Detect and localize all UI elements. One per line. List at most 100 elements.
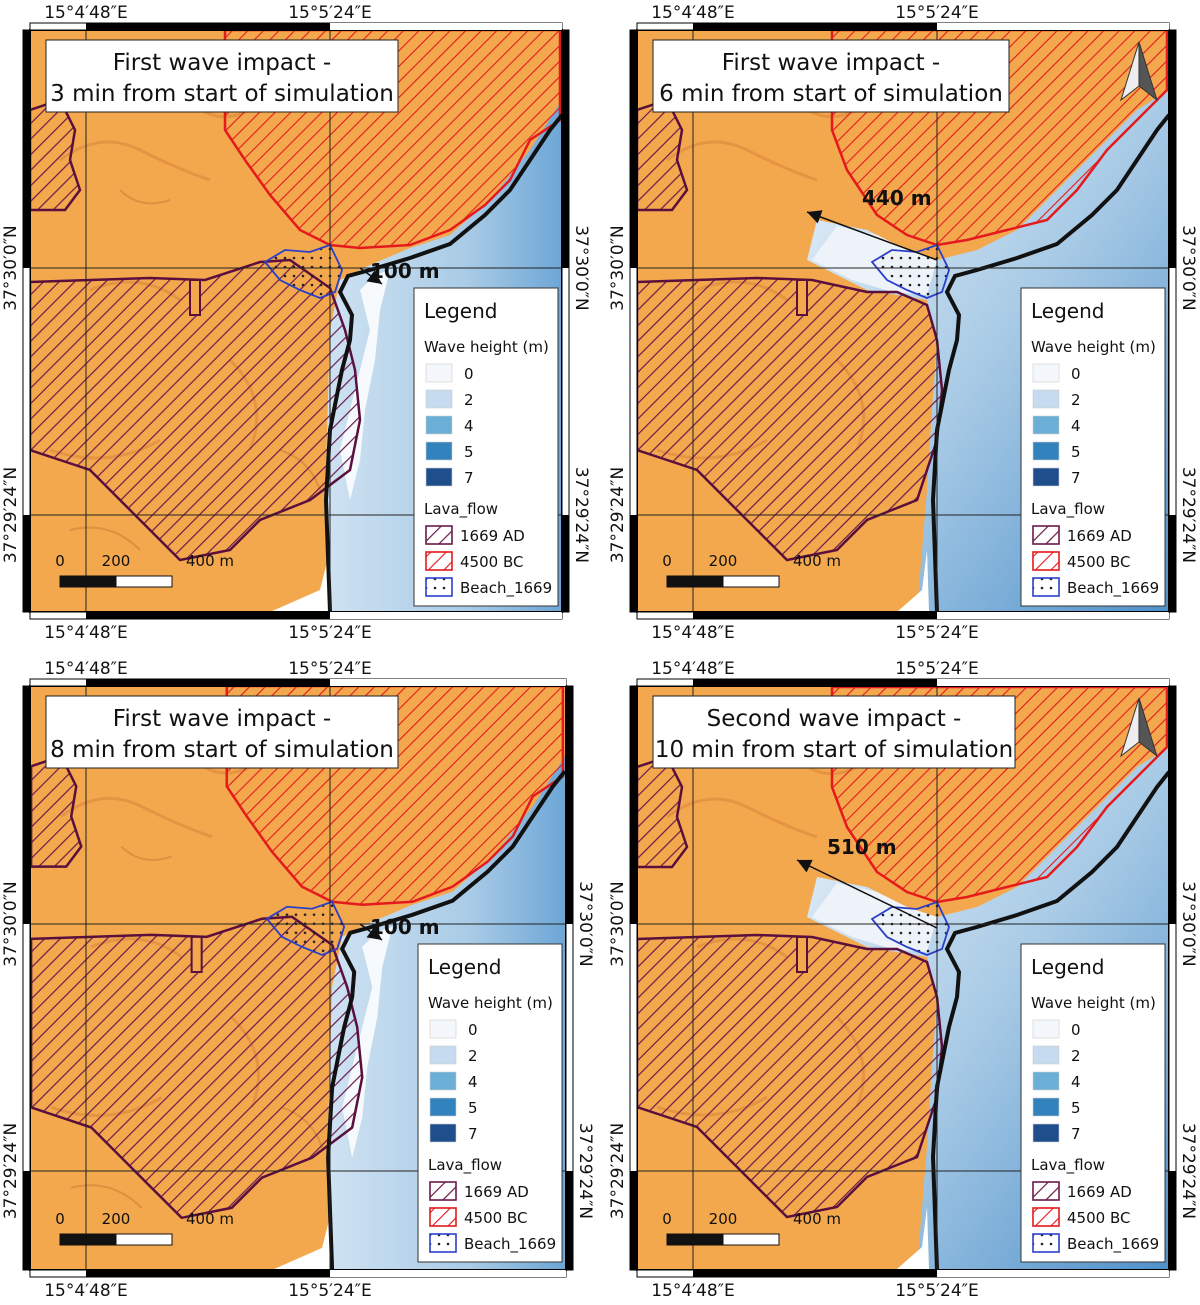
legend-wave-label: 7 <box>1071 469 1081 487</box>
legend-wave-heading: Wave height (m) <box>1031 994 1156 1012</box>
frame-bar-segment <box>330 1270 566 1277</box>
frame-bar-segment <box>693 612 937 619</box>
legend-wave-label: 7 <box>468 1125 478 1143</box>
legend-wave-swatch <box>1032 415 1060 435</box>
legend-lava-swatch <box>425 577 453 597</box>
legend-lava-label: Beach_1669 <box>460 579 552 598</box>
frame-bar-segment <box>330 23 562 30</box>
scale-label-200: 200 <box>102 552 131 570</box>
legend-wave-swatch <box>1032 1097 1060 1117</box>
legend-wave-label: 4 <box>1071 417 1081 435</box>
frame-bar-segment <box>630 686 637 924</box>
scale-label-200: 200 <box>709 552 738 570</box>
legend-lava-label: 1669 AD <box>1067 527 1132 545</box>
lat-label-left-lower: 37°29′24″N <box>1 1123 21 1219</box>
lon-label-bottom-left: 15°4′48″E <box>651 1281 735 1301</box>
lat-label-left-upper: 37°30′0″N <box>608 225 628 311</box>
lat-label-right-lower: 37°29′24″N <box>1178 467 1198 563</box>
lon-label-bottom-left: 15°4′48″E <box>44 1281 128 1301</box>
scale-label-400: 400 m <box>793 1210 841 1228</box>
runup-arrow-head <box>807 210 823 224</box>
scale-bar-light <box>115 575 173 588</box>
frame-bar-segment <box>1169 515 1176 612</box>
legend-lava-label: Beach_1669 <box>464 1235 556 1254</box>
title-box-background <box>45 39 399 113</box>
lat-label-right-lower: 37°29′24″N <box>1178 1123 1198 1219</box>
legend: Legend Wave height (m) 0 2 4 5 7 Lava_flow 1669 … <box>413 287 559 607</box>
scale-bar-light <box>722 1233 780 1246</box>
legend-lava-swatch <box>425 551 453 571</box>
lon-label-bottom-left: 15°4′48″E <box>44 623 128 643</box>
legend-wave-swatch <box>1032 389 1060 409</box>
legend-wave-swatch <box>1032 1045 1060 1065</box>
frame-bar-segment <box>630 515 637 612</box>
legend-wave-swatch <box>429 1123 457 1143</box>
legend-wave-label: 0 <box>464 365 474 383</box>
legend-title: Legend <box>424 299 497 323</box>
legend: Legend Wave height (m) 0 2 4 5 7 Lava_flow 1669 … <box>1020 943 1166 1263</box>
lat-label-right-upper: 37°30′0″N <box>1178 225 1198 311</box>
scale-bar-light <box>722 575 780 588</box>
frame-bar-segment <box>630 30 637 268</box>
scale-bar-dark <box>59 1233 117 1246</box>
runup-arrow-line <box>796 859 938 929</box>
legend-wave-label: 4 <box>1071 1073 1081 1091</box>
frame-bar-segment <box>86 23 330 30</box>
legend-wave-label: 7 <box>464 469 474 487</box>
title-box: First wave impact - 3 min from start of s… <box>45 39 399 113</box>
legend-lava-swatch <box>1032 525 1060 545</box>
legend-lava-heading: Lava_flow <box>424 500 498 519</box>
title-line-1: First wave impact - <box>722 50 940 76</box>
scale-bar: 0 200 400 m <box>662 1210 841 1246</box>
frame-bar-segment <box>566 686 573 924</box>
legend-wave-label: 5 <box>1071 1099 1081 1117</box>
legend-wave-swatch <box>1032 1123 1060 1143</box>
legend-wave-swatch <box>1032 467 1060 487</box>
legend-lava-swatch <box>429 1207 457 1227</box>
lon-label-top-left: 15°4′48″E <box>44 3 128 23</box>
scale-label-0: 0 <box>55 552 65 570</box>
frame-bar-segment <box>23 30 30 268</box>
frame-bar-segment <box>566 1171 573 1270</box>
legend-wave-swatch <box>429 1097 457 1117</box>
lon-label-top-right: 15°5′24″E <box>288 659 372 679</box>
frame-bar-segment <box>1169 30 1176 268</box>
scale-bar: 0 200 400 m <box>55 1210 234 1246</box>
frame-bar-segment <box>330 612 562 619</box>
frame-bar-segment <box>562 30 569 268</box>
legend-wave-label: 2 <box>1071 1047 1081 1065</box>
legend-lava-swatch <box>1032 551 1060 571</box>
title-box: Second wave impact - 10 min from start of… <box>652 695 1016 769</box>
legend-wave-label: 2 <box>468 1047 478 1065</box>
lat-label-left-upper: 37°30′0″N <box>1 881 21 967</box>
legend: Legend Wave height (m) 0 2 4 5 7 Lava_flow 1669 … <box>1020 287 1166 607</box>
map-panel-d: 15°4′48″E 15°5′24″E 15°4′48″E 15°5′24″E 37°3… <box>608 659 1198 1301</box>
legend-wave-heading: Wave height (m) <box>1031 338 1156 356</box>
title-line-2: 3 min from start of simulation <box>50 81 394 107</box>
map-panel-b: 15°4′48″E 15°5′24″E 15°4′48″E 15°5′24″E 37°3… <box>608 3 1198 643</box>
title-box-background <box>45 695 399 769</box>
north-arrow-light <box>1120 697 1140 758</box>
lat-label-left-lower: 37°29′24″N <box>608 1123 628 1219</box>
runup-arrow-head <box>366 270 382 284</box>
legend-lava-swatch <box>425 525 453 545</box>
scale-bar: 0 200 400 m <box>662 552 841 588</box>
legend-lava-swatch <box>429 1233 457 1253</box>
scale-label-0: 0 <box>662 552 672 570</box>
legend-lava-swatch <box>1032 577 1060 597</box>
legend: Legend Wave height (m) 0 2 4 5 7 Lava_flow 1669 … <box>417 943 563 1263</box>
frame-bar-segment <box>937 1270 1169 1277</box>
frame-bar-segment <box>1169 1171 1176 1270</box>
lon-label-bottom-left: 15°4′48″E <box>651 623 735 643</box>
legend-wave-swatch <box>1032 363 1060 383</box>
frame-bar-segment <box>693 679 937 686</box>
frame-bar-segment <box>330 679 566 686</box>
legend-lava-swatch <box>429 1181 457 1201</box>
title-line-2: 6 min from start of simulation <box>659 81 1003 107</box>
scale-label-400: 400 m <box>793 552 841 570</box>
legend-lava-heading: Lava_flow <box>1031 1156 1105 1175</box>
map-panels: 15°4′48″E 15°5′24″E 15°4′48″E 15°5′24″E 37°3… <box>1 3 1198 1301</box>
legend-wave-swatch <box>1032 441 1060 461</box>
frame-bar-segment <box>1169 686 1176 924</box>
